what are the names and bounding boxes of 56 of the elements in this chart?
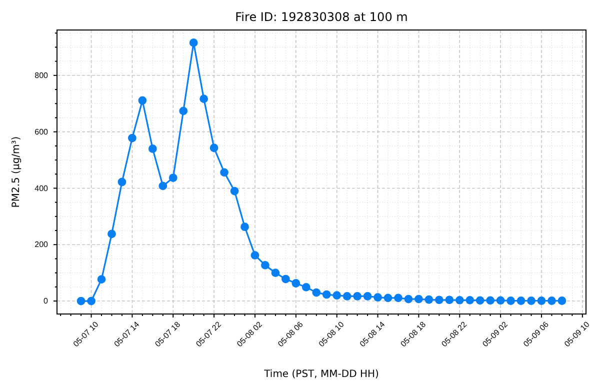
point bbox=[158, 182, 168, 190]
point bbox=[87, 296, 96, 306]
point bbox=[118, 178, 126, 186]
point bbox=[261, 261, 270, 270]
point bbox=[455, 296, 464, 304]
point bbox=[250, 251, 260, 260]
point bbox=[548, 296, 556, 305]
point bbox=[292, 279, 300, 288]
point bbox=[322, 290, 331, 299]
point bbox=[496, 296, 505, 305]
point bbox=[363, 292, 372, 300]
point bbox=[148, 144, 157, 153]
point bbox=[220, 168, 228, 177]
point bbox=[128, 134, 136, 142]
y-tick-label: 0 bbox=[44, 296, 49, 306]
point bbox=[76, 296, 86, 306]
point bbox=[240, 222, 249, 232]
x-axis-title: Time (PST, MM-DD HH) bbox=[263, 369, 379, 380]
point bbox=[466, 296, 474, 304]
point bbox=[302, 283, 310, 292]
point bbox=[486, 296, 495, 305]
point bbox=[434, 296, 444, 304]
point bbox=[138, 96, 147, 105]
point bbox=[374, 293, 382, 302]
point bbox=[332, 291, 342, 300]
point bbox=[312, 288, 321, 297]
point bbox=[97, 275, 106, 284]
point bbox=[424, 295, 434, 304]
point bbox=[353, 292, 362, 300]
point bbox=[210, 144, 218, 152]
point bbox=[168, 174, 178, 182]
point bbox=[342, 292, 352, 300]
point bbox=[537, 296, 546, 305]
point bbox=[476, 296, 484, 305]
point bbox=[384, 294, 392, 302]
y-axis-title: PM2.5 (μg/m³) bbox=[11, 136, 22, 208]
point bbox=[527, 296, 536, 305]
y-tick-label: 600 bbox=[34, 127, 49, 136]
point bbox=[404, 294, 413, 304]
y-tick-label: 800 bbox=[34, 70, 49, 80]
y-tick-label: 400 bbox=[34, 184, 49, 193]
point bbox=[445, 296, 454, 304]
point bbox=[108, 230, 116, 238]
point bbox=[414, 294, 423, 304]
point bbox=[558, 296, 566, 305]
point bbox=[271, 268, 280, 278]
y-tick-label: 200 bbox=[34, 240, 49, 250]
point bbox=[179, 106, 188, 116]
point bbox=[506, 296, 515, 305]
point bbox=[189, 38, 198, 47]
point bbox=[516, 296, 526, 305]
point bbox=[200, 94, 208, 104]
chart-title: Fire ID: 192830308 at 100 m bbox=[235, 10, 408, 24]
point bbox=[394, 294, 402, 302]
point bbox=[281, 274, 290, 284]
point bbox=[230, 186, 239, 196]
